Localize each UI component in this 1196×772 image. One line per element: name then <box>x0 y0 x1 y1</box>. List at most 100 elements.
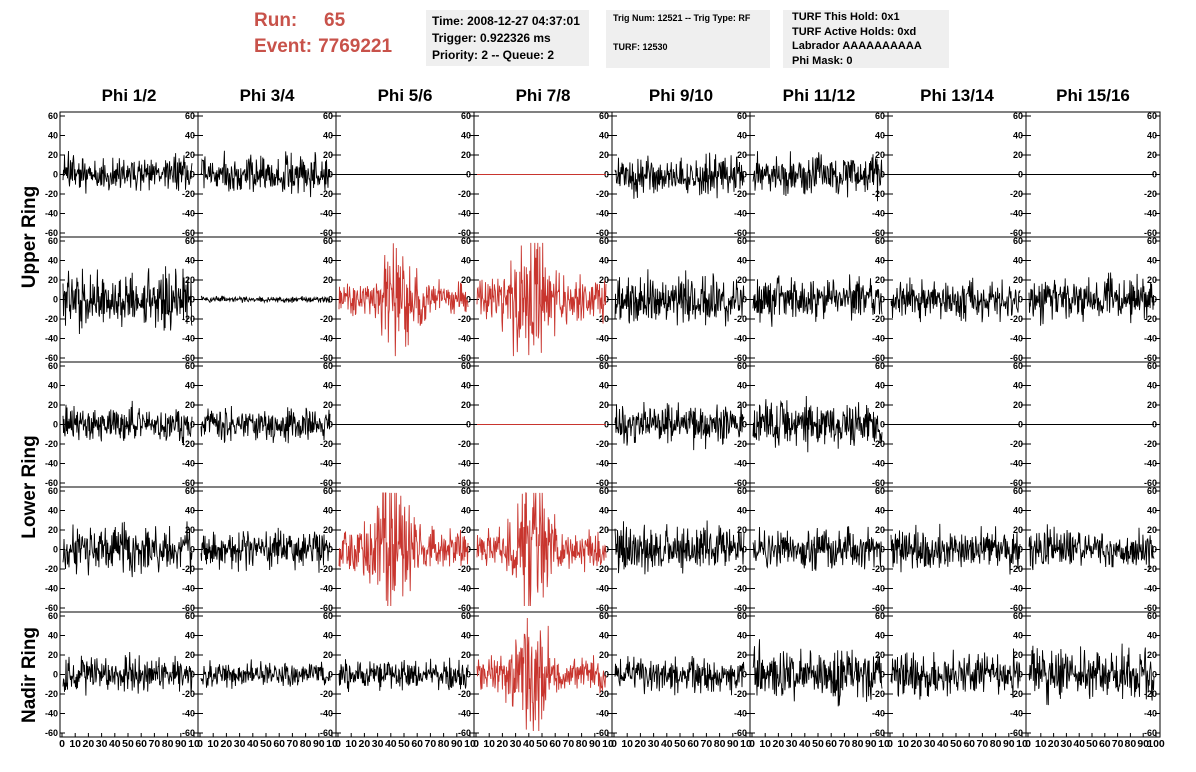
column-label-phi-7-8: Phi 7/8 <box>515 86 571 105</box>
y-tick-label-right: 20 <box>599 650 609 660</box>
waveform-trace-r1-c2 <box>338 243 469 357</box>
x-tick-label: 20 <box>221 738 233 750</box>
y-tick-label-right: 60 <box>875 361 885 371</box>
x-tick-label: 90 <box>1003 738 1015 750</box>
y-tick-label-right: 60 <box>599 486 609 496</box>
x-tick-label: 20 <box>497 738 509 750</box>
waveform-trace-r3-c6 <box>890 523 1021 575</box>
y-tick-label-right: -40 <box>320 209 333 219</box>
y-tick-label-right: -40 <box>734 334 747 344</box>
y-tick-label-right: -40 <box>182 209 195 219</box>
y-tick-label-right: 40 <box>185 631 195 641</box>
y-tick-label-right: 20 <box>323 400 333 410</box>
y-tick-label-right: -40 <box>458 334 471 344</box>
y-tick-label-right: 20 <box>599 525 609 535</box>
waveform-trace-r4-c1 <box>200 659 331 689</box>
y-tick-label: -20 <box>45 689 58 699</box>
event-line: Event: 7769221 <box>254 34 424 60</box>
y-tick-label-right: 20 <box>185 650 195 660</box>
y-tick-label-right: 40 <box>737 131 747 141</box>
y-tick-label-right: -40 <box>1010 334 1023 344</box>
y-tick-label-right: 60 <box>185 486 195 496</box>
y-tick-label-right: 0 <box>466 295 471 305</box>
y-tick-label-right: -60 <box>734 228 747 238</box>
y-tick-label-right: -60 <box>1010 478 1023 488</box>
y-tick-label-right: -20 <box>872 189 885 199</box>
x-tick-label: 0 <box>335 738 341 750</box>
y-tick-label-right: 40 <box>1147 631 1157 641</box>
y-tick-label-right: -40 <box>458 709 471 719</box>
y-tick-label-right: 40 <box>461 506 471 516</box>
y-tick-label-right: -40 <box>458 459 471 469</box>
y-tick-label-right: 0 <box>328 295 333 305</box>
y-tick-label-right: 0 <box>466 170 471 180</box>
y-tick-label-right: -20 <box>1144 189 1157 199</box>
x-tick-label: 50 <box>674 738 686 750</box>
y-tick-label-right: 60 <box>1013 111 1023 121</box>
y-tick-label-right: 20 <box>1013 525 1023 535</box>
y-tick-label-right: -20 <box>734 689 747 699</box>
x-tick-label: 90 <box>451 738 463 750</box>
y-tick-label-right: 0 <box>742 295 747 305</box>
x-tick-label: 10 <box>897 738 909 750</box>
x-tick-label: 40 <box>937 738 949 750</box>
y-tick-label: -60 <box>45 228 58 238</box>
y-tick-label-right: -40 <box>182 709 195 719</box>
y-tick-label-right: 20 <box>461 400 471 410</box>
y-tick-label-right: 20 <box>185 400 195 410</box>
y-tick-label-right: -20 <box>596 689 609 699</box>
waveform-trace-r1-c0 <box>62 266 193 335</box>
x-tick-label: 50 <box>122 738 134 750</box>
y-tick-label-right: 60 <box>875 611 885 621</box>
y-tick-label-right: 60 <box>461 236 471 246</box>
y-tick-label-right: 0 <box>1152 670 1157 680</box>
y-tick-label-right: -40 <box>182 334 195 344</box>
y-tick-label: -40 <box>45 584 58 594</box>
time-info-box: Time: 2008-12-27 04:37:01 Trigger: 0.922… <box>426 10 589 66</box>
y-tick-label-right: 0 <box>604 670 609 680</box>
y-tick-label-right: 40 <box>599 381 609 391</box>
y-tick-label-right: -20 <box>458 564 471 574</box>
y-tick-label-right: -20 <box>734 439 747 449</box>
y-tick-label-right: 0 <box>604 295 609 305</box>
y-tick-label: 60 <box>48 236 58 246</box>
y-tick-label-right: -20 <box>596 439 609 449</box>
x-tick-label: 10 <box>464 738 476 750</box>
x-tick-label: 80 <box>162 738 174 750</box>
y-tick-label-right: 0 <box>328 420 333 430</box>
waveform-trace-r3-c3 <box>476 492 607 607</box>
x-tick-label: 10 <box>345 738 357 750</box>
y-tick-label-right: 60 <box>185 111 195 121</box>
waveform-trace-r2-c4 <box>614 401 745 451</box>
y-tick-label: 0 <box>53 420 58 430</box>
y-tick-label-right: 0 <box>604 170 609 180</box>
y-tick-label-right: -60 <box>182 228 195 238</box>
y-tick-label: -20 <box>45 564 58 574</box>
y-tick-label-right: 40 <box>875 256 885 266</box>
y-tick-label-right: -60 <box>1144 353 1157 363</box>
y-tick-label-right: -60 <box>872 728 885 738</box>
y-tick-label-right: 20 <box>1147 275 1157 285</box>
y-tick-label-right: -60 <box>734 478 747 488</box>
x-tick-label: 30 <box>96 738 108 750</box>
waveform-trace-r3-c0 <box>62 521 193 578</box>
y-tick-label: 60 <box>48 486 58 496</box>
x-tick-label: 0 <box>59 738 65 750</box>
y-tick-label-right: 0 <box>1018 670 1023 680</box>
y-tick-label: -40 <box>45 209 58 219</box>
y-tick-label: -40 <box>45 709 58 719</box>
y-tick-label-right: -40 <box>320 459 333 469</box>
y-tick-label-right: 60 <box>1013 611 1023 621</box>
y-tick-label-right: 0 <box>1018 420 1023 430</box>
y-tick-label-right: -60 <box>1010 228 1023 238</box>
y-tick-label-right: -40 <box>320 709 333 719</box>
y-tick-label-right: -60 <box>1010 728 1023 738</box>
y-tick-label-right: 40 <box>599 256 609 266</box>
x-tick-label: 0 <box>473 738 479 750</box>
y-tick-label: -20 <box>45 189 58 199</box>
column-label-phi-15-16: Phi 15/16 <box>1056 86 1130 105</box>
y-tick-label-right: 0 <box>466 420 471 430</box>
y-tick-label-right: -60 <box>872 478 885 488</box>
y-tick-label-right: 0 <box>604 545 609 555</box>
waveform-trace-r1-c3 <box>476 242 607 357</box>
